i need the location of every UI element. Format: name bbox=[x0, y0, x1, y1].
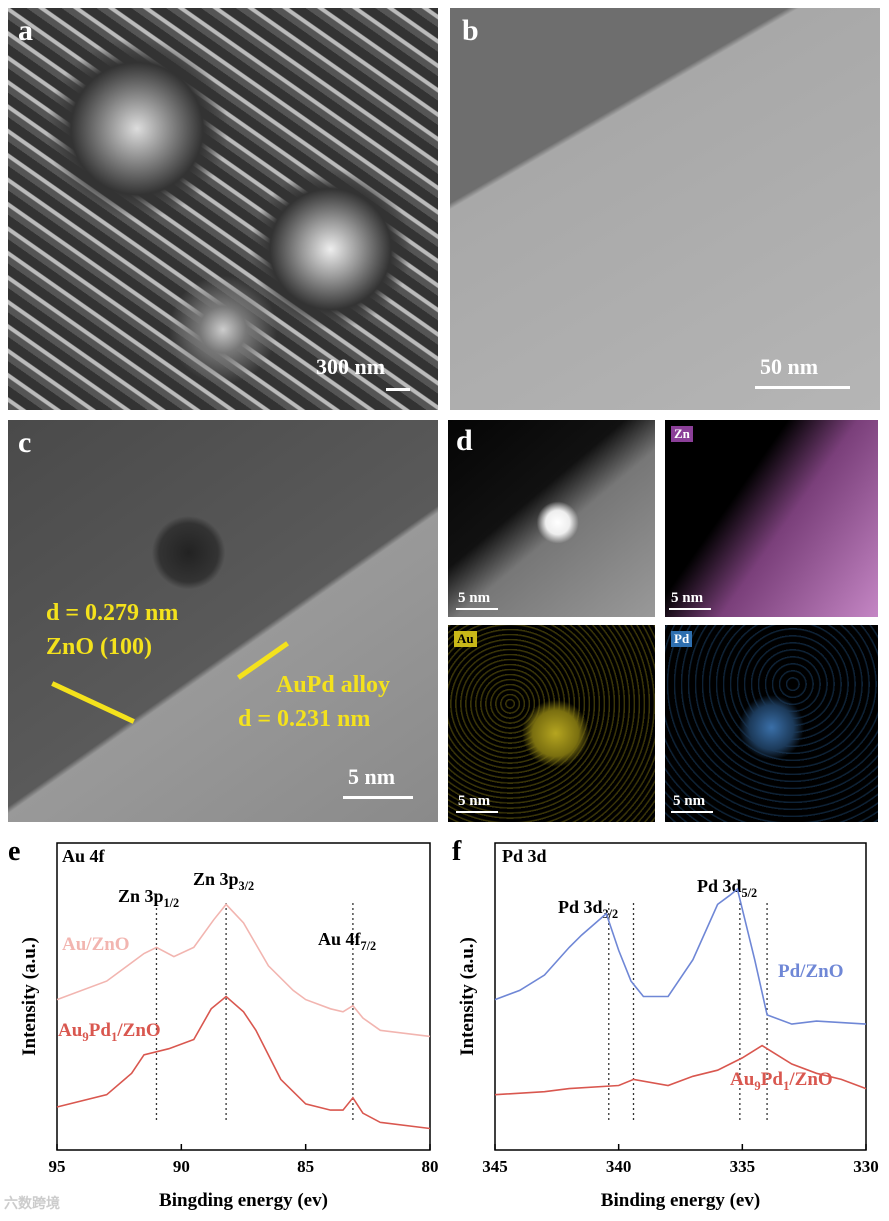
scale-label: 5 nm bbox=[348, 764, 396, 789]
x-tick-label: 95 bbox=[49, 1157, 66, 1176]
text-part: Pd/ZnO bbox=[778, 961, 843, 982]
peak-label: Au 4f7/2 bbox=[318, 929, 376, 953]
map-pd: Pd 5 nm bbox=[665, 625, 878, 822]
series-line bbox=[56, 995, 431, 1130]
text-part: Pd bbox=[89, 1020, 112, 1041]
text-part: 5/2 bbox=[742, 886, 758, 900]
element-tag: Pd bbox=[671, 631, 693, 647]
text-part: Au/ZnO bbox=[62, 934, 130, 955]
text-part: Pd bbox=[761, 1069, 784, 1090]
panel-letter: c bbox=[18, 426, 32, 459]
map-haadf: d 5 nm bbox=[448, 420, 655, 617]
x-tick-label: 335 bbox=[730, 1157, 756, 1176]
peak-label: Pd 3d3/2 bbox=[558, 897, 618, 921]
scale-label: 5 nm bbox=[458, 793, 491, 809]
series-label: Au9Pd1/ZnO bbox=[58, 1020, 161, 1044]
peak-label: Pd 3d5/2 bbox=[697, 876, 757, 900]
text-part: 7/2 bbox=[361, 939, 377, 953]
text-part: 9 bbox=[82, 1029, 88, 1044]
x-tick-label: 90 bbox=[173, 1157, 190, 1176]
text-part: 1 bbox=[111, 1029, 117, 1044]
text-part: /ZnO bbox=[116, 1020, 160, 1041]
y-axis-label: Intensity (a.u.) bbox=[19, 937, 40, 1056]
text-part: 1/2 bbox=[164, 896, 180, 910]
text-part: /ZnO bbox=[788, 1069, 832, 1090]
scale-bar bbox=[456, 608, 498, 610]
series-line bbox=[56, 903, 431, 1038]
peak-label: Zn 3p3/2 bbox=[193, 869, 254, 893]
plot-frame bbox=[56, 842, 431, 1151]
plot-title: Pd 3d bbox=[502, 846, 547, 866]
map-au: Au 5 nm bbox=[448, 625, 655, 822]
plot-title: Au 4f bbox=[62, 846, 106, 866]
x-tick-label: 80 bbox=[422, 1157, 439, 1176]
scale-bar bbox=[669, 608, 711, 610]
text-part: Pd 3d bbox=[697, 876, 742, 896]
element-tag: Au bbox=[454, 631, 477, 647]
text-part: 3/2 bbox=[603, 907, 619, 921]
panel-letter: b bbox=[462, 14, 479, 47]
scale-label: 50 nm bbox=[760, 354, 819, 379]
element-tag: Zn bbox=[671, 426, 693, 442]
x-tick-label: 345 bbox=[482, 1157, 508, 1176]
text-part: Pd 3d bbox=[558, 897, 603, 917]
text-part: Au bbox=[730, 1069, 755, 1090]
scale-label: 300 nm bbox=[316, 354, 386, 379]
panel-letter: f bbox=[452, 836, 462, 867]
panel-letter: e bbox=[8, 836, 20, 867]
series-line bbox=[494, 1044, 867, 1096]
x-axis-label: Binding energy (ev) bbox=[601, 1190, 760, 1211]
x-tick-label: 340 bbox=[606, 1157, 632, 1176]
scale-label: 5 nm bbox=[671, 590, 704, 606]
series-label: Au9Pd1/ZnO bbox=[730, 1069, 833, 1093]
text-part: 3/2 bbox=[239, 879, 255, 893]
x-tick-label: 330 bbox=[853, 1157, 879, 1176]
lattice-marker bbox=[51, 681, 135, 724]
series-line bbox=[494, 887, 867, 1025]
plots: 六数跨境 e Au 4f Bingding energy (ev) Intensity… bbox=[4, 836, 879, 1212]
plot-frame bbox=[494, 842, 867, 1151]
annotation: d = 0.231 nm bbox=[238, 706, 371, 732]
panel-a: a 300 nm bbox=[8, 8, 438, 410]
scale-bar bbox=[671, 811, 713, 813]
scale-bar bbox=[456, 811, 498, 813]
watermark: 六数跨境 bbox=[4, 1195, 60, 1212]
text-part: Zn 3p bbox=[118, 886, 164, 906]
panel-c: c d = 0.279 nm ZnO (100) AuPd alloy d = … bbox=[8, 420, 438, 822]
series-label: Au/ZnO bbox=[62, 934, 130, 955]
scale-label: 5 nm bbox=[673, 793, 706, 809]
panel-letter: a bbox=[18, 14, 33, 47]
x-tick-label: 85 bbox=[297, 1157, 314, 1176]
text-part: 9 bbox=[754, 1078, 760, 1093]
peak-label: Zn 3p1/2 bbox=[118, 886, 179, 910]
scale-bar bbox=[386, 388, 410, 391]
y-axis-label: Intensity (a.u.) bbox=[457, 937, 478, 1056]
annotation: AuPd alloy bbox=[276, 672, 391, 698]
text-part: Au 4f bbox=[318, 929, 362, 949]
scale-bar bbox=[343, 796, 413, 799]
annotation: ZnO (100) bbox=[46, 634, 153, 660]
map-zn: Zn 5 nm bbox=[665, 420, 878, 617]
x-axis-label: Bingding energy (ev) bbox=[159, 1190, 328, 1211]
text-part: Au bbox=[58, 1020, 83, 1041]
panel-b: b 50 nm bbox=[450, 8, 880, 410]
scale-label: 5 nm bbox=[458, 590, 491, 606]
panel-letter: d bbox=[456, 424, 473, 457]
series-label: Pd/ZnO bbox=[778, 961, 843, 982]
annotation: d = 0.279 nm bbox=[46, 600, 179, 626]
scale-bar bbox=[755, 386, 850, 389]
text-part: 1 bbox=[783, 1078, 789, 1093]
text-part: Zn 3p bbox=[193, 869, 239, 889]
